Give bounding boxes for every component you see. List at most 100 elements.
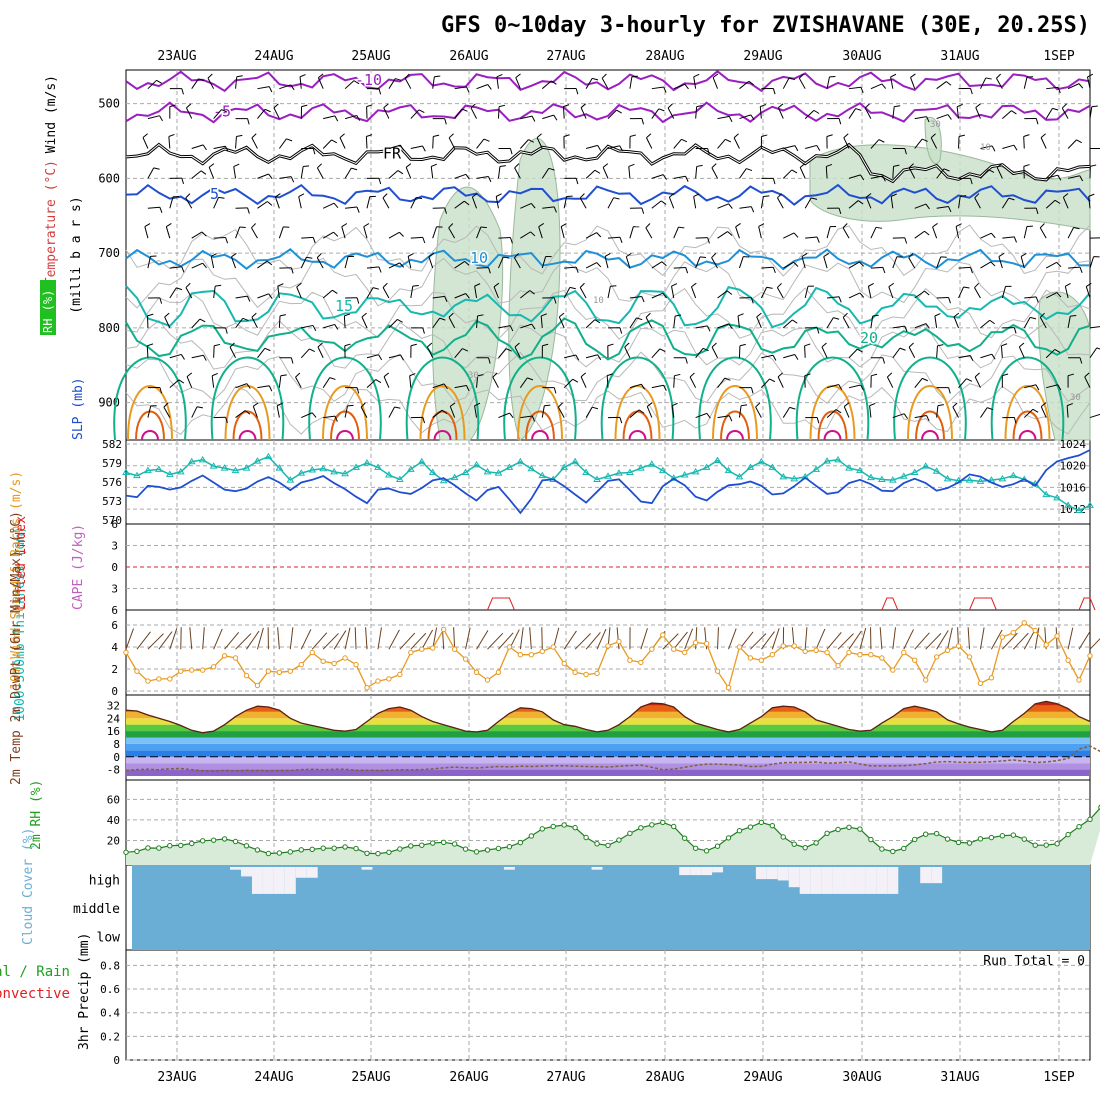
wind-barb xyxy=(607,109,617,119)
wind-barb xyxy=(301,324,314,329)
wind-barb xyxy=(739,206,752,209)
wind-barb xyxy=(229,346,236,359)
thickness-marker xyxy=(790,474,799,482)
surface-wind-barb xyxy=(322,633,339,650)
wind-barb xyxy=(1067,139,1077,149)
wind-barb-flag xyxy=(509,148,513,155)
wind-barb xyxy=(585,319,596,329)
wind-barb-flag xyxy=(937,404,944,407)
surface-wind-barb xyxy=(717,627,719,650)
wind-barb xyxy=(257,86,270,90)
wind-barb-flag xyxy=(750,297,754,304)
wind-barb xyxy=(520,231,531,239)
wind-barb-flag xyxy=(218,196,225,199)
wind-barb xyxy=(191,170,202,179)
temp-band-group xyxy=(126,701,1090,776)
wind-speed-marker xyxy=(189,667,195,673)
wind-speed-marker xyxy=(824,649,830,656)
wind-barb-flag xyxy=(178,379,185,384)
wind-barb-flag xyxy=(433,134,440,137)
wind-barb xyxy=(651,200,662,209)
wind-barb xyxy=(908,346,916,359)
wind-barb-flag xyxy=(804,373,811,377)
wind-speed-marker xyxy=(901,649,907,656)
wind-barb xyxy=(1039,317,1047,329)
date-label-top: 24AUG xyxy=(254,49,293,64)
thickness-marker xyxy=(154,465,163,472)
thickness-marker xyxy=(998,474,1007,482)
wind-barb-flag xyxy=(366,104,373,108)
wind-speed-marker xyxy=(342,655,348,661)
wind-barb-flag xyxy=(186,372,193,378)
warm-contour xyxy=(921,430,939,441)
wind-barb xyxy=(257,108,266,119)
wind-barb-flag xyxy=(461,108,468,112)
wind-barb xyxy=(892,413,905,419)
wind-barb-flag xyxy=(185,193,191,199)
wind-barb xyxy=(782,77,790,89)
wind-barb-flag xyxy=(750,206,755,213)
warm-contour xyxy=(823,430,842,441)
wind-barb-flag xyxy=(878,139,885,143)
wind-barb-flag xyxy=(1054,199,1061,204)
wind-barb-flag xyxy=(312,237,316,244)
temp-color-band xyxy=(126,756,1090,764)
wind-barb xyxy=(1023,408,1034,418)
wind-barb-flag xyxy=(778,103,784,108)
wind-barb xyxy=(278,226,284,239)
wind-speed-marker xyxy=(353,661,359,668)
wind-barb-flag xyxy=(990,261,996,267)
wind-barb-flag xyxy=(1076,139,1082,144)
wind-barb-flag xyxy=(1020,253,1027,257)
temp-ylabel: 2m Temp 2m DewPt (6hr Min/Max) (°C) xyxy=(9,511,24,785)
wind-barb xyxy=(382,287,390,299)
wind-barb-flag xyxy=(1065,282,1071,287)
wind-barb-flag xyxy=(596,262,602,268)
wind-barb-flag xyxy=(399,231,404,237)
wind-barb xyxy=(541,80,552,90)
temp-ylabel-group: 2m Temp 2m DewPt (6hr Min/Max) (°C) xyxy=(9,511,24,785)
wind-barb xyxy=(673,83,686,90)
wind-barb-flag xyxy=(557,402,563,408)
surface-wind-barb xyxy=(771,628,780,650)
wind-barb-flag xyxy=(286,138,293,142)
wind-barb-flag xyxy=(930,133,936,139)
wind-barb-flag xyxy=(427,342,433,348)
cloud-high-cell xyxy=(755,867,767,880)
rh-marker xyxy=(616,837,622,843)
cloud-level-label: high xyxy=(89,874,120,889)
pressure-tick-label: 500 xyxy=(98,97,120,111)
wind-barb xyxy=(1067,315,1071,328)
wind-barb xyxy=(1062,197,1069,209)
wind-barb xyxy=(300,166,304,179)
wind-barb-flag xyxy=(724,377,731,381)
wind-tick-label: 2 xyxy=(111,663,118,676)
temp-color-band xyxy=(126,769,1090,776)
wind-barb xyxy=(585,354,598,359)
wind-barb xyxy=(454,86,467,90)
wind-barb-flag xyxy=(1001,343,1008,347)
wind-barb-flag xyxy=(685,357,688,364)
wind-barb-flag xyxy=(509,412,514,419)
wind-barb-flag xyxy=(465,385,470,392)
thickness-marker xyxy=(1042,490,1051,498)
thickness-marker xyxy=(385,471,393,478)
wind-barb-flag xyxy=(443,383,448,390)
wind-barb-flag xyxy=(1073,227,1080,230)
wind-barb-flag xyxy=(244,410,251,415)
wind-barb xyxy=(1067,175,1080,179)
wind-barb-flag xyxy=(488,357,491,364)
wind-barb-flag xyxy=(575,354,580,361)
wind-barb-flag xyxy=(991,353,996,360)
date-label-bottom: 26AUG xyxy=(449,1070,488,1085)
wind-barb-flag xyxy=(514,342,520,348)
wind-barb xyxy=(213,286,216,299)
wind-barb-flag xyxy=(1085,282,1092,287)
wind-barb xyxy=(558,316,565,329)
thickness-marker xyxy=(801,472,810,480)
rh-marker xyxy=(1076,824,1082,830)
wind-barb-flag xyxy=(607,343,614,347)
thickness-marker xyxy=(779,472,788,480)
wind-barb xyxy=(323,323,335,329)
surface-wind-barb xyxy=(662,633,679,650)
